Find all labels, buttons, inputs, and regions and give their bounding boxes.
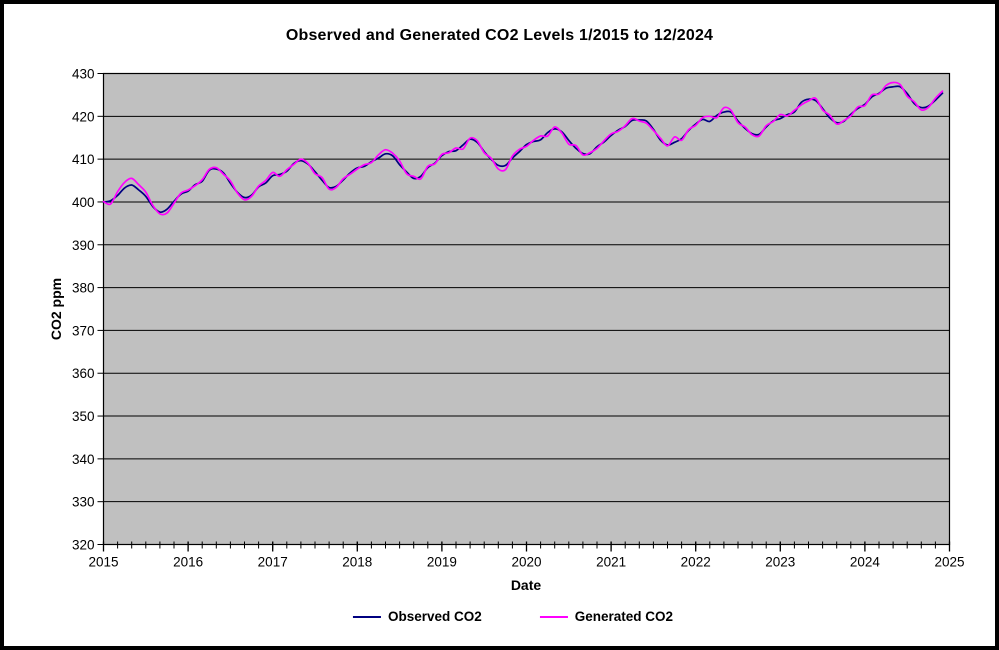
y-axis-title: CO2 ppm [48, 277, 64, 341]
y-tick-label: 340 [72, 452, 95, 467]
plot-area [103, 73, 950, 545]
y-tick-label: 320 [72, 538, 95, 553]
y-tick-label: 360 [72, 366, 95, 381]
legend-item-observed: Observed CO2 [352, 609, 482, 624]
legend-label-generated: Generated CO2 [574, 609, 674, 624]
x-tick-label: 2015 [88, 555, 118, 570]
generated-line-swatch [539, 615, 568, 618]
chart-title: Observed and Generated CO2 Levels 1/2015… [285, 27, 714, 44]
x-tick-label: 2021 [596, 555, 626, 570]
x-tick-label: 2017 [258, 555, 288, 570]
y-tick-label: 410 [72, 152, 95, 167]
legend-item-generated: Generated CO2 [539, 609, 674, 624]
y-tick-label: 390 [72, 238, 95, 253]
series-line-generated-co2 [102, 81, 944, 216]
x-tick-label: 2016 [173, 555, 203, 570]
x-tick-label: 2018 [342, 555, 372, 570]
plot-border [102, 72, 951, 546]
y-tick-label: 380 [72, 281, 95, 296]
x-tick-label: 2023 [765, 555, 795, 570]
x-tick-label: 2019 [427, 555, 457, 570]
legend: Observed CO2 Generated CO2 [352, 609, 674, 624]
x-tick-label: 2024 [850, 555, 881, 570]
x-axis-title: Date [510, 577, 542, 593]
y-tick-label: 350 [72, 409, 95, 424]
y-tick-label: 400 [72, 195, 95, 210]
legend-label-observed: Observed CO2 [387, 609, 482, 624]
observed-line-swatch [352, 615, 381, 618]
y-tick-label: 370 [72, 323, 95, 338]
y-tick-label: 420 [72, 109, 95, 124]
y-tick-label: 430 [72, 67, 95, 82]
y-tick-label: 330 [72, 495, 95, 510]
x-tick-label: 2025 [934, 555, 964, 570]
x-tick-label: 2022 [681, 555, 711, 570]
x-tick-label: 2020 [511, 555, 541, 570]
